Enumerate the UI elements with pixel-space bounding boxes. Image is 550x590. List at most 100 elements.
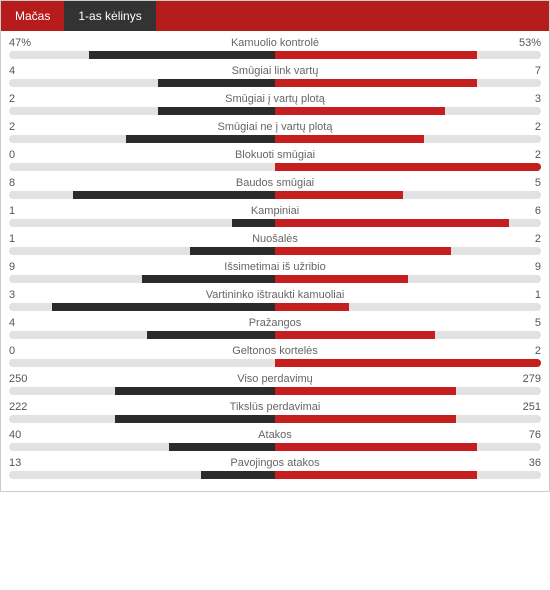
stat-bar — [9, 163, 541, 171]
stat-bar-left — [169, 443, 275, 451]
stat-bar — [9, 331, 541, 339]
stat-label: Tikslūs perdavimai — [39, 401, 511, 413]
stat-header: 9Išsimetimai iš užribio9 — [9, 261, 541, 273]
stat-bar-left — [52, 303, 275, 311]
stat-bar — [9, 359, 541, 367]
stat-label: Smūgiai ne į vartų plotą — [39, 121, 511, 133]
stat-bar — [9, 107, 541, 115]
stat-bar-left — [201, 471, 275, 479]
stat-bar-right — [275, 415, 456, 423]
stat-right-value: 2 — [511, 149, 541, 161]
stat-header: 47%Kamuolio kontrolė53% — [9, 37, 541, 49]
stat-row: 13Pavojingos atakos36 — [9, 455, 541, 483]
stat-label: Vartininko ištraukti kamuoliai — [39, 289, 511, 301]
stat-bar — [9, 191, 541, 199]
stat-bar-right — [275, 135, 424, 143]
stat-left-value: 8 — [9, 177, 39, 189]
stat-bar — [9, 219, 541, 227]
stat-label: Geltonos kortelės — [39, 345, 511, 357]
stat-left-value: 47% — [9, 37, 39, 49]
stat-left-value: 2 — [9, 93, 39, 105]
stat-bar-left — [142, 275, 275, 283]
stat-label: Smūgiai į vartų plotą — [39, 93, 511, 105]
stat-bar-left — [73, 191, 275, 199]
stat-label: Baudos smūgiai — [39, 177, 511, 189]
stat-row: 2Smūgiai į vartų plotą3 — [9, 91, 541, 119]
stat-left-value: 13 — [9, 457, 39, 469]
stat-header: 0Blokuoti smūgiai2 — [9, 149, 541, 161]
stat-bar-left — [115, 415, 275, 423]
stat-right-value: 279 — [511, 373, 541, 385]
stat-header: 13Pavojingos atakos36 — [9, 457, 541, 469]
stat-bar-left — [126, 135, 275, 143]
stat-row: 9Išsimetimai iš užribio9 — [9, 259, 541, 287]
stat-bar-left — [190, 247, 275, 255]
stat-left-value: 3 — [9, 289, 39, 301]
stat-row: 250Viso perdavimų279 — [9, 371, 541, 399]
stat-right-value: 53% — [511, 37, 541, 49]
stat-bar — [9, 303, 541, 311]
stat-bar-left — [89, 51, 275, 59]
stats-list: 47%Kamuolio kontrolė53%4Smūgiai link var… — [1, 31, 549, 491]
stat-right-value: 2 — [511, 233, 541, 245]
stat-bar-right — [275, 191, 403, 199]
tab-0[interactable]: Mačas — [1, 1, 64, 31]
stat-bar-left — [115, 387, 275, 395]
stat-header: 250Viso perdavimų279 — [9, 373, 541, 385]
stat-right-value: 5 — [511, 317, 541, 329]
stat-header: 2Smūgiai ne į vartų plotą2 — [9, 121, 541, 133]
stat-row: 3Vartininko ištraukti kamuoliai1 — [9, 287, 541, 315]
stat-header: 4Smūgiai link vartų7 — [9, 65, 541, 77]
tab-1[interactable]: 1-as kėlinys — [64, 1, 155, 31]
stat-row: 47%Kamuolio kontrolė53% — [9, 35, 541, 63]
stat-bar-right — [275, 303, 349, 311]
stat-bar-left — [158, 107, 275, 115]
stat-bar — [9, 387, 541, 395]
stat-bar-left — [147, 331, 275, 339]
stat-row: 2Smūgiai ne į vartų plotą2 — [9, 119, 541, 147]
stat-label: Viso perdavimų — [39, 373, 511, 385]
stat-bar-left — [232, 219, 275, 227]
stat-bar-left — [158, 79, 275, 87]
stat-label: Kampiniai — [39, 205, 511, 217]
stat-right-value: 76 — [511, 429, 541, 441]
stat-left-value: 0 — [9, 149, 39, 161]
stat-label: Kamuolio kontrolė — [39, 37, 511, 49]
stats-panel: Mačas1-as kėlinys 47%Kamuolio kontrolė53… — [0, 0, 550, 492]
stat-header: 8Baudos smūgiai5 — [9, 177, 541, 189]
stat-right-value: 9 — [511, 261, 541, 273]
stat-bar-right — [275, 359, 541, 367]
stat-bar-right — [275, 79, 477, 87]
tabs: Mačas1-as kėlinys — [1, 1, 549, 31]
stat-bar — [9, 79, 541, 87]
stat-header: 4Pražangos5 — [9, 317, 541, 329]
stat-left-value: 222 — [9, 401, 39, 413]
stat-label: Nuošalės — [39, 233, 511, 245]
stat-row: 40Atakos76 — [9, 427, 541, 455]
stat-right-value: 1 — [511, 289, 541, 301]
stat-header: 0Geltonos kortelės2 — [9, 345, 541, 357]
stat-header: 222Tikslūs perdavimai251 — [9, 401, 541, 413]
stat-left-value: 1 — [9, 233, 39, 245]
stat-label: Atakos — [39, 429, 511, 441]
stat-row: 0Blokuoti smūgiai2 — [9, 147, 541, 175]
stat-left-value: 250 — [9, 373, 39, 385]
stat-right-value: 251 — [511, 401, 541, 413]
stat-bar-right — [275, 331, 435, 339]
stat-label: Smūgiai link vartų — [39, 65, 511, 77]
stat-row: 4Smūgiai link vartų7 — [9, 63, 541, 91]
stat-bar-right — [275, 163, 541, 171]
stat-bar — [9, 275, 541, 283]
stat-left-value: 2 — [9, 121, 39, 133]
stat-right-value: 2 — [511, 345, 541, 357]
stat-left-value: 4 — [9, 317, 39, 329]
stat-right-value: 5 — [511, 177, 541, 189]
stat-left-value: 4 — [9, 65, 39, 77]
stat-row: 8Baudos smūgiai5 — [9, 175, 541, 203]
stat-header: 1Kampiniai6 — [9, 205, 541, 217]
stat-row: 0Geltonos kortelės2 — [9, 343, 541, 371]
stat-header: 3Vartininko ištraukti kamuoliai1 — [9, 289, 541, 301]
stat-left-value: 1 — [9, 205, 39, 217]
stat-bar — [9, 471, 541, 479]
stat-bar-right — [275, 107, 445, 115]
